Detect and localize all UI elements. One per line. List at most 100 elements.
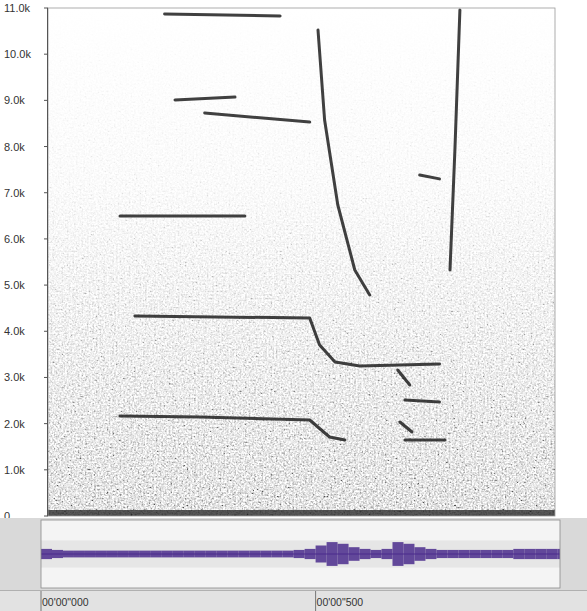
- wave-envelope: [349, 547, 360, 561]
- wave-envelope: [557, 549, 560, 559]
- wave-envelope: [338, 544, 349, 564]
- harmonic-trace: [175, 97, 235, 100]
- wave-envelope: [173, 551, 184, 558]
- wave-envelope: [96, 551, 107, 558]
- harmonic-trace: [400, 422, 412, 432]
- harmonic-trace: [318, 30, 370, 295]
- y-tick-label: 2.0k: [4, 418, 25, 430]
- wave-envelope: [327, 542, 338, 566]
- harmonic-trace: [120, 416, 345, 440]
- wave-envelope: [502, 550, 513, 558]
- wave-envelope: [294, 550, 305, 558]
- harmonic-trace: [398, 370, 410, 385]
- y-tick: [44, 238, 48, 239]
- y-tick: [44, 100, 48, 101]
- wave-envelope: [491, 550, 502, 558]
- wave-envelope: [403, 544, 414, 564]
- wave-envelope: [206, 551, 217, 558]
- y-tick: [44, 146, 48, 147]
- y-tick: [44, 192, 48, 193]
- wave-envelope: [85, 551, 96, 558]
- wave-envelope: [52, 550, 63, 558]
- y-tick: [44, 469, 48, 470]
- harmonic-trace: [405, 400, 440, 402]
- wave-envelope: [392, 542, 403, 566]
- wave-envelope: [74, 551, 85, 558]
- wave-envelope: [239, 551, 250, 558]
- y-tick-label: 6.0k: [4, 233, 25, 245]
- wave-envelope: [162, 551, 173, 558]
- wave-envelope: [535, 549, 546, 559]
- wave-envelope: [436, 550, 447, 558]
- wave-envelope: [118, 551, 129, 558]
- wave-frame: [41, 520, 560, 588]
- waveform: [41, 542, 560, 566]
- wave-envelope: [546, 549, 557, 559]
- y-tick-label: 1.0k: [4, 464, 25, 476]
- x-tick-label: 00'00"500: [317, 596, 364, 608]
- wave-envelope: [524, 549, 535, 559]
- wave-envelope: [217, 551, 228, 558]
- harmonic-trace: [420, 175, 440, 179]
- wave-envelope: [63, 551, 74, 558]
- y-tick-label: 9.0k: [4, 94, 25, 106]
- wave-envelope: [480, 550, 491, 558]
- wave-envelope: [261, 551, 272, 558]
- wave-envelope: [425, 549, 436, 559]
- y-tick: [44, 331, 48, 332]
- y-tick: [44, 8, 48, 9]
- wave-envelope: [371, 550, 382, 558]
- traces: [120, 10, 460, 440]
- wave-band: [41, 540, 560, 567]
- wave-envelope: [272, 551, 283, 558]
- harmonic-trace: [165, 14, 281, 16]
- wave-envelope: [250, 551, 261, 558]
- plot-bg: [48, 8, 555, 516]
- y-tick-label: 10.0k: [4, 48, 31, 60]
- wave-envelope: [447, 550, 458, 558]
- wave-envelope: [228, 551, 239, 558]
- harmonic-trace: [205, 113, 310, 122]
- wave-envelope: [41, 549, 52, 559]
- y-tick-label: 4.0k: [4, 325, 25, 337]
- wave-envelope: [382, 549, 393, 559]
- y-axis-line: [47, 8, 48, 516]
- plot-frame: [48, 8, 555, 516]
- x-tick-label: 00'00"000: [42, 596, 89, 608]
- wave-envelope: [184, 551, 195, 558]
- spectrogram-background: [48, 8, 555, 516]
- low-band: [48, 510, 555, 516]
- y-tick: [44, 377, 48, 378]
- wave-envelope: [129, 551, 140, 558]
- harmonic-trace: [450, 10, 460, 270]
- wave-envelope: [140, 551, 151, 558]
- harmonic-trace: [135, 316, 440, 366]
- fade-overlay: [48, 8, 555, 516]
- wave-envelope: [458, 550, 469, 558]
- y-tick-label: 11.0k: [4, 2, 31, 14]
- y-tick: [44, 423, 48, 424]
- y-tick-label: 8.0k: [4, 141, 25, 153]
- wave-envelope: [283, 551, 294, 558]
- chart-root: 01.0k2.0k3.0k4.0k5.0k6.0k7.0k8.0k9.0k10.…: [0, 0, 587, 611]
- wave-envelope: [513, 549, 524, 559]
- y-tick: [44, 516, 48, 517]
- wave-envelope: [195, 551, 206, 558]
- wave-envelope: [414, 547, 425, 561]
- wave-panel-bg: [0, 518, 587, 590]
- wave-envelope: [360, 549, 371, 559]
- y-tick-label: 7.0k: [4, 187, 25, 199]
- wave-envelope: [151, 551, 162, 558]
- wave-envelope: [469, 550, 480, 558]
- wave-envelope: [316, 546, 327, 563]
- y-tick-label: 3.0k: [4, 371, 25, 383]
- ruler-bg: [0, 590, 587, 611]
- y-tick-label: 5.0k: [4, 279, 25, 291]
- wave-envelope: [305, 549, 316, 559]
- ruler-edge: [0, 590, 587, 591]
- wave-envelope: [107, 551, 118, 558]
- wave-bg: [41, 520, 560, 588]
- y-tick: [44, 54, 48, 55]
- harmonic-trace: [405, 439, 445, 442]
- harmonic-trace: [120, 215, 245, 218]
